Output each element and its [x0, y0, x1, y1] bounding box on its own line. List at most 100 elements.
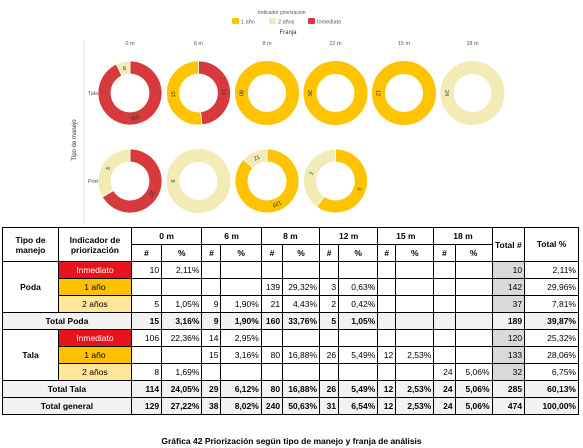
value-cell: 8,02% [220, 397, 262, 415]
value-cell: 6,54% [338, 397, 379, 415]
indicator-cell: 2 años [58, 295, 132, 313]
value-cell: 2 [319, 295, 340, 313]
value-cell [454, 278, 493, 296]
donut-value-label: 106 [130, 113, 140, 121]
grand-total-row: Total general 129 27,22% 38 8,02% 240 50,63% 31… [2, 397, 579, 415]
value-cell: 1,69% [161, 363, 203, 381]
header-count: # [201, 244, 222, 262]
column-label: 15 m [398, 41, 411, 47]
value-cell [433, 278, 456, 296]
total-count-cell: 32 [491, 363, 526, 381]
value-cell [260, 329, 284, 347]
value-cell: 31 [319, 397, 340, 415]
donut-segment [235, 61, 299, 125]
value-cell [433, 329, 456, 347]
value-cell: 16,88% [282, 380, 321, 398]
donut-segment [372, 61, 436, 125]
total-percent-cell: 25,32% [524, 329, 579, 347]
donut-segment [242, 148, 268, 169]
total-count-cell: 37 [491, 295, 526, 313]
value-cell [260, 363, 284, 381]
value-cell [220, 261, 262, 279]
figure-caption: Gráfica 42 Priorización según tipo de ma… [161, 436, 422, 446]
value-cell: 6,12% [220, 380, 262, 398]
total-percent-cell: 2,11% [524, 261, 579, 279]
value-cell: 2,11% [161, 261, 203, 279]
value-cell: 5,49% [338, 346, 379, 364]
group-total-row: Total Tala 114 24,05% 29 6,12% 80 16,88% 26 5,49… [2, 380, 579, 398]
value-cell: 0,42% [338, 295, 379, 313]
value-cell [319, 329, 340, 347]
value-cell [433, 312, 456, 330]
value-cell [377, 363, 397, 381]
value-cell [282, 261, 321, 279]
value-cell: 5,06% [454, 363, 493, 381]
donut-value-label: 10 [147, 189, 155, 197]
value-cell: 29,32% [282, 278, 321, 296]
legend-title: Indicador priorizacion [258, 10, 306, 16]
total-percent-cell: 39,87% [524, 312, 579, 330]
data-row: Poda Inmediato 10 2,11% 10 2,11% [1, 261, 579, 313]
legend-swatch [269, 18, 276, 24]
header-percent: % [395, 244, 435, 262]
value-cell: 1,90% [220, 295, 262, 313]
value-cell [319, 363, 340, 381]
value-cell: 8 [130, 363, 163, 381]
value-cell: 2,53% [395, 346, 435, 364]
indicator-cell: 1 año [58, 278, 132, 296]
data-row: 1 año 15 3,16% 80 16,88% 26 5,49% 12 2,53% 133 28,… [3, 346, 579, 364]
value-cell [220, 363, 262, 381]
total-count-cell: 133 [491, 346, 526, 364]
value-cell: 12 [377, 397, 397, 415]
value-cell [377, 278, 397, 296]
header-franja: 12 m [319, 227, 379, 245]
value-cell: 5,06% [454, 397, 493, 415]
header-percent: % [220, 244, 262, 262]
priorizacion-table: Tipo de manejo Indicador de priorización 0… [1, 227, 579, 415]
value-cell [161, 278, 203, 296]
header-franja: 0 m [130, 227, 203, 245]
value-cell: 5,06% [454, 380, 493, 398]
header-indicador: Indicador de priorización [58, 227, 132, 262]
column-axis-title: Franja [279, 30, 297, 36]
group-total-label: Total Tala [2, 380, 132, 398]
donut-chart-panel: Indicador priorizacion 1 año 2 años Inmedia… [72, 10, 505, 224]
data-row: 2 años 5 1,05% 9 1,90% 21 4,43% 2 0,42% 37 7,81% [3, 295, 579, 313]
column-label: 18 m [466, 41, 479, 47]
value-cell [395, 278, 435, 296]
donut-segment [303, 61, 368, 125]
value-cell: 129 [130, 397, 163, 415]
value-cell: 1,05% [161, 295, 203, 313]
header-count: # [433, 244, 456, 262]
header-percent: % [338, 244, 379, 262]
total-percent-cell: 6,75% [524, 363, 579, 381]
value-cell: 5 [130, 295, 163, 313]
total-percent-cell: 60,13% [524, 380, 579, 398]
value-cell [454, 312, 493, 330]
column-label: 0 m [125, 41, 135, 47]
donut-value-label: 9 [169, 179, 175, 182]
row-label: Tala [88, 91, 99, 97]
value-cell: 80 [260, 346, 284, 364]
value-cell: 2,53% [395, 380, 435, 398]
value-cell: 5,49% [338, 380, 379, 398]
value-cell [433, 346, 456, 364]
value-cell: 139 [260, 278, 284, 296]
donut-value-label: 24 [443, 90, 449, 96]
value-cell: 24 [433, 363, 456, 381]
data-row: 2 años 8 1,69% 24 5,06% 32 6,75% [3, 363, 579, 381]
total-count-cell: 285 [491, 380, 526, 398]
value-cell [260, 261, 284, 279]
header-row: Tipo de manejo Indicador de priorización 0… [1, 227, 579, 262]
row-label: Poda [88, 179, 102, 185]
value-cell: 26 [319, 380, 340, 398]
total-count-cell: 120 [491, 329, 526, 347]
value-cell [395, 295, 435, 313]
total-percent-cell: 7,81% [524, 295, 579, 313]
donut-segment [166, 149, 231, 213]
value-cell [282, 329, 321, 347]
header-franja: 8 m [260, 227, 321, 245]
header-count: # [319, 244, 340, 262]
value-cell: 0,63% [338, 278, 379, 296]
